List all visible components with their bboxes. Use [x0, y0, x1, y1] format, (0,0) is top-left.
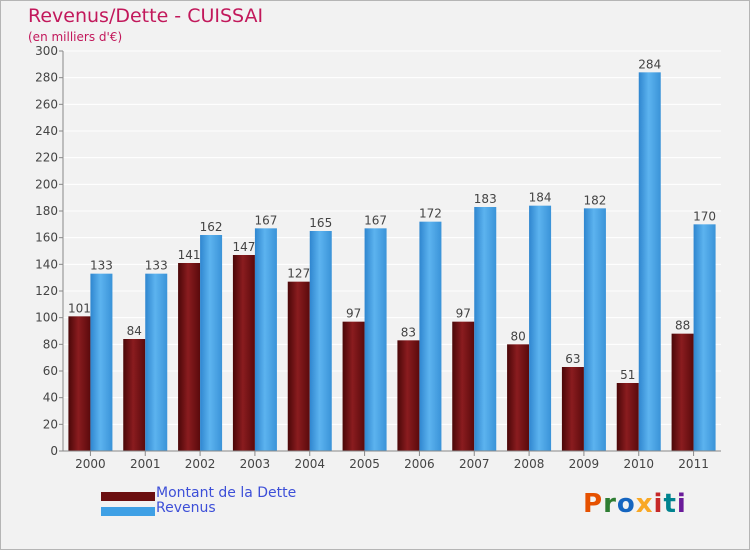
x-tick-label-2011: 2011 — [678, 457, 709, 471]
bar-debt-2009 — [561, 367, 584, 451]
data-label-debt-2011: 88 — [675, 319, 690, 333]
data-label-debt-2000: 101 — [68, 301, 91, 315]
y-tick-label: 200 — [35, 177, 58, 191]
data-label-revenus-2000: 133 — [90, 259, 113, 273]
grid-lines — [63, 50, 721, 452]
x-tick-label-2004: 2004 — [294, 457, 325, 471]
data-label-revenus-2006: 172 — [419, 207, 442, 221]
proxiti-logo: Proxiti — [583, 489, 687, 519]
bars: 101 133 84 133 141 162 147 167 127 165 97 167 83 172 9… — [68, 57, 716, 451]
axes: 0 20 40 60 80 100 120 140 160 180 200 220 240 260 280 3… — [35, 44, 721, 471]
x-tick-label-2009: 2009 — [569, 457, 600, 471]
y-tick-label: 100 — [35, 311, 58, 325]
data-label-debt-2008: 80 — [510, 329, 525, 343]
data-label-revenus-2008: 184 — [529, 191, 552, 205]
logo-letter: x — [635, 489, 654, 519]
y-tick-label: 220 — [35, 151, 58, 165]
data-label-revenus-2007: 183 — [474, 192, 497, 206]
data-label-debt-2007: 97 — [456, 307, 471, 321]
data-label-debt-2010: 51 — [620, 368, 635, 382]
bar-revenus-2003 — [254, 228, 277, 451]
x-tick-label-2008: 2008 — [514, 457, 545, 471]
legend-swatch-revenus — [101, 507, 155, 516]
chart-subtitle: (en milliers d'€) — [28, 30, 123, 44]
bar-debt-2003 — [232, 255, 255, 451]
data-label-debt-2002: 141 — [178, 248, 201, 262]
bar-revenus-2010 — [638, 72, 661, 451]
bar-debt-2007 — [452, 321, 475, 451]
data-label-revenus-2004: 165 — [309, 216, 332, 230]
logo-letter: t — [663, 489, 677, 519]
data-label-revenus-2002: 162 — [200, 220, 223, 234]
data-label-debt-2006: 83 — [401, 325, 416, 339]
logo-letter: r — [603, 489, 617, 519]
legend-swatch-debt — [101, 492, 155, 501]
bar-debt-2002 — [178, 263, 201, 451]
bar-revenus-2002 — [200, 235, 223, 451]
bar-debt-2005 — [342, 321, 365, 451]
logo-letter: i — [676, 489, 687, 519]
y-tick-label: 0 — [50, 444, 58, 458]
bar-debt-2010 — [616, 383, 639, 451]
bar-debt-2011 — [671, 333, 694, 451]
logo-letter: P — [583, 489, 604, 519]
bar-debt-2008 — [507, 344, 530, 451]
x-tick-label-2005: 2005 — [349, 457, 380, 471]
data-label-revenus-2011: 170 — [693, 209, 716, 223]
bar-revenus-2007 — [474, 207, 497, 451]
y-tick-label: 300 — [35, 44, 58, 58]
chart-title: Revenus/Dette - CUISSAI — [28, 5, 264, 27]
legend-label-debt: Montant de la Dette — [156, 485, 297, 501]
data-label-revenus-2009: 182 — [583, 193, 606, 207]
y-tick-label: 120 — [35, 284, 58, 298]
x-tick-label-2010: 2010 — [623, 457, 654, 471]
y-tick-label: 60 — [43, 364, 58, 378]
data-label-debt-2004: 127 — [287, 267, 310, 281]
y-tick-label: 160 — [35, 231, 58, 245]
x-tick-label-2000: 2000 — [75, 457, 106, 471]
data-label-debt-2009: 63 — [565, 352, 580, 366]
plot-area — [63, 51, 721, 451]
data-label-debt-2003: 147 — [232, 240, 255, 254]
data-label-debt-2005: 97 — [346, 307, 361, 321]
logo-letter: o — [616, 489, 636, 519]
bar-revenus-2008 — [529, 205, 552, 451]
bar-revenus-2004 — [309, 231, 332, 451]
bar-debt-2004 — [287, 281, 310, 451]
x-tick-label-2006: 2006 — [404, 457, 435, 471]
data-label-revenus-2010: 284 — [638, 57, 661, 71]
bar-revenus-2001 — [145, 273, 168, 451]
y-tick-label: 240 — [35, 124, 58, 138]
bar-revenus-2000 — [90, 273, 113, 451]
bar-revenus-2009 — [583, 208, 606, 451]
bar-debt-2006 — [397, 340, 420, 451]
x-tick-label-2007: 2007 — [459, 457, 490, 471]
x-tick-label-2002: 2002 — [185, 457, 216, 471]
logo-letter: i — [653, 489, 664, 519]
bar-revenus-2005 — [364, 228, 387, 451]
y-tick-label: 280 — [35, 71, 58, 85]
x-tick-label-2001: 2001 — [130, 457, 161, 471]
y-tick-label: 180 — [35, 204, 58, 218]
legend-label-revenus: Revenus — [156, 500, 216, 516]
data-label-revenus-2001: 133 — [145, 259, 168, 273]
y-tick-label: 20 — [43, 417, 58, 431]
y-tick-label: 80 — [43, 337, 58, 351]
y-tick-label: 260 — [35, 97, 58, 111]
x-tick-label-2003: 2003 — [240, 457, 271, 471]
data-label-revenus-2005: 167 — [364, 213, 387, 227]
bar-debt-2001 — [123, 339, 146, 451]
y-tick-label: 140 — [35, 257, 58, 271]
bar-debt-2000 — [68, 316, 91, 451]
bar-revenus-2011 — [693, 224, 716, 451]
data-label-debt-2001: 84 — [127, 324, 142, 338]
y-tick-label: 40 — [43, 391, 58, 405]
data-label-revenus-2003: 167 — [254, 213, 277, 227]
bar-revenus-2006 — [419, 221, 442, 451]
